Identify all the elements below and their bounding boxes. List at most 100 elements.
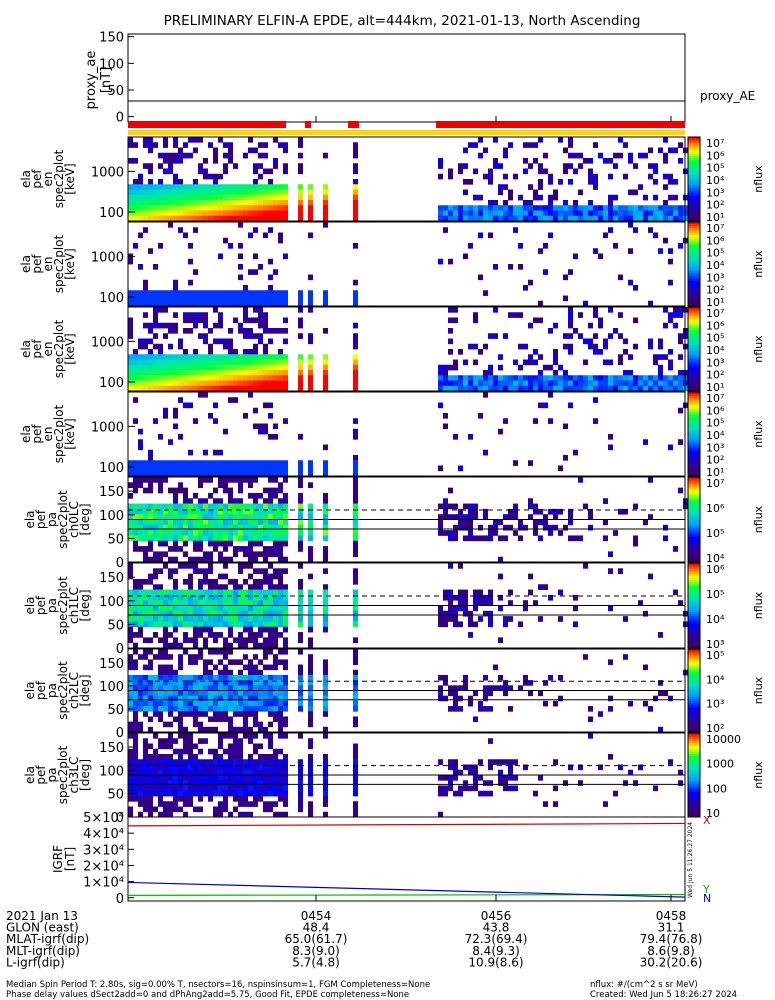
spectrogram-cell (538, 584, 543, 590)
spectrogram-cell (263, 700, 268, 707)
spectrogram-cell (158, 307, 163, 313)
spectrogram-cell (298, 674, 303, 681)
spectrogram-cell (278, 540, 283, 547)
spectrogram-cell (238, 584, 243, 590)
spectrogram-cell (588, 375, 593, 381)
spectrogram-cell (148, 189, 153, 196)
spectrogram-cell (128, 333, 133, 339)
spectrogram-cell (188, 796, 193, 802)
spectrogram-cell (593, 375, 598, 381)
spectrogram-cell (298, 322, 303, 329)
spectrogram-cell (268, 227, 273, 233)
spectrogram-cell (173, 546, 178, 552)
colorbar-segment (688, 637, 700, 640)
spectrogram-cell (268, 205, 273, 211)
spectrogram-cell (653, 168, 658, 175)
spectrogram-cell (183, 616, 188, 622)
spectrogram-cell (553, 524, 558, 531)
spectrogram-cell (443, 594, 448, 601)
spectrogram-cell (298, 706, 303, 712)
spectrogram-cell (353, 589, 358, 596)
spectrogram-cell (173, 359, 178, 366)
spectrogram-cell (258, 514, 263, 520)
spectrogram-cell (353, 530, 358, 536)
spectrogram-cell (148, 600, 153, 606)
spectrogram-cell (308, 690, 313, 697)
spectrogram-cell (468, 700, 473, 707)
spectrogram-cell (618, 385, 623, 392)
spectrogram-cell (458, 514, 463, 520)
spectrogram-cell (228, 759, 233, 765)
spectrogram-cell (568, 322, 573, 329)
spectrogram-cell (268, 626, 273, 633)
spectrogram-cell (478, 349, 483, 355)
spectrogram-cell (273, 460, 278, 466)
spectrogram-cell (278, 508, 283, 515)
spectrogram-cell (163, 508, 168, 515)
colorbar-segment (688, 614, 700, 617)
spectrogram-cell (443, 680, 448, 686)
spectrogram-cell (458, 605, 463, 612)
spectrogram-cell (668, 215, 673, 222)
colorbar-segment (688, 532, 700, 535)
spectrogram-cell (173, 215, 178, 222)
spectrogram-cell (173, 685, 178, 691)
spectrogram-cell (188, 695, 193, 702)
spectrogram-cell (608, 194, 613, 201)
spectrogram-cell (143, 535, 148, 542)
spectrogram-cell (283, 605, 288, 612)
spectrogram-cell (138, 264, 143, 270)
spectrogram-cell (558, 205, 563, 211)
colorbar-segment (688, 446, 700, 450)
spectrogram-cell (468, 210, 473, 217)
spectrogram-cell (233, 514, 238, 520)
spectrogram-cell (628, 354, 633, 360)
spectrogram-cell (488, 179, 493, 185)
spectrogram-cell (168, 769, 173, 776)
spectrogram-cell (198, 616, 203, 622)
spectrogram-cell (258, 796, 263, 802)
spectrogram-cell (158, 743, 163, 750)
spectrogram-cell (163, 754, 168, 760)
spectrogram-cell (673, 205, 678, 211)
spectrogram-cell (448, 785, 453, 792)
colorbar-segment (688, 195, 700, 199)
spectrogram-cell (133, 290, 138, 296)
spectrogram-cell (243, 477, 248, 483)
spectrogram-cell (223, 637, 228, 644)
spectrogram-cell (278, 535, 283, 542)
colorbar-segment (688, 351, 700, 354)
spectrogram-cell (498, 385, 503, 392)
spectrogram-cell (143, 205, 148, 211)
spectrogram-cell (208, 780, 213, 786)
spectrogram-cell (193, 354, 198, 360)
spectrogram-cell (193, 524, 198, 531)
spectrogram-cell (223, 540, 228, 547)
spectrogram-cell (308, 738, 313, 744)
spectrogram-cell (178, 726, 183, 733)
spectrogram-cell (298, 205, 303, 211)
spectrogram-cell (208, 540, 213, 547)
colorbar-segment (688, 357, 700, 360)
spectrogram-cell (578, 780, 583, 786)
ephem-value: 30.2(20.6) (640, 955, 703, 969)
spectrogram-cell (208, 563, 213, 569)
spectrogram-cell (133, 764, 138, 771)
colorbar-segment (688, 542, 700, 546)
spectrogram-cell (163, 600, 168, 606)
spectrogram-cell (238, 375, 243, 381)
colorbar-segment (688, 525, 700, 529)
spectrogram-cell (458, 349, 463, 355)
igrf-line-x (127, 822, 686, 827)
y-tick-label: 100 (99, 206, 124, 221)
spectrogram-cell (163, 785, 168, 792)
colorbar-tick-label: 10³ (706, 441, 724, 454)
spectrogram-cell (128, 508, 133, 515)
spectrogram-cell (508, 769, 513, 776)
spectrogram-cell (233, 578, 238, 585)
spectrogram-cell (448, 610, 453, 617)
spectrogram-cell (188, 465, 193, 472)
spectrogram-cell (158, 375, 163, 381)
spectrogram-cell (213, 700, 218, 707)
spectrogram-cell (268, 530, 273, 536)
